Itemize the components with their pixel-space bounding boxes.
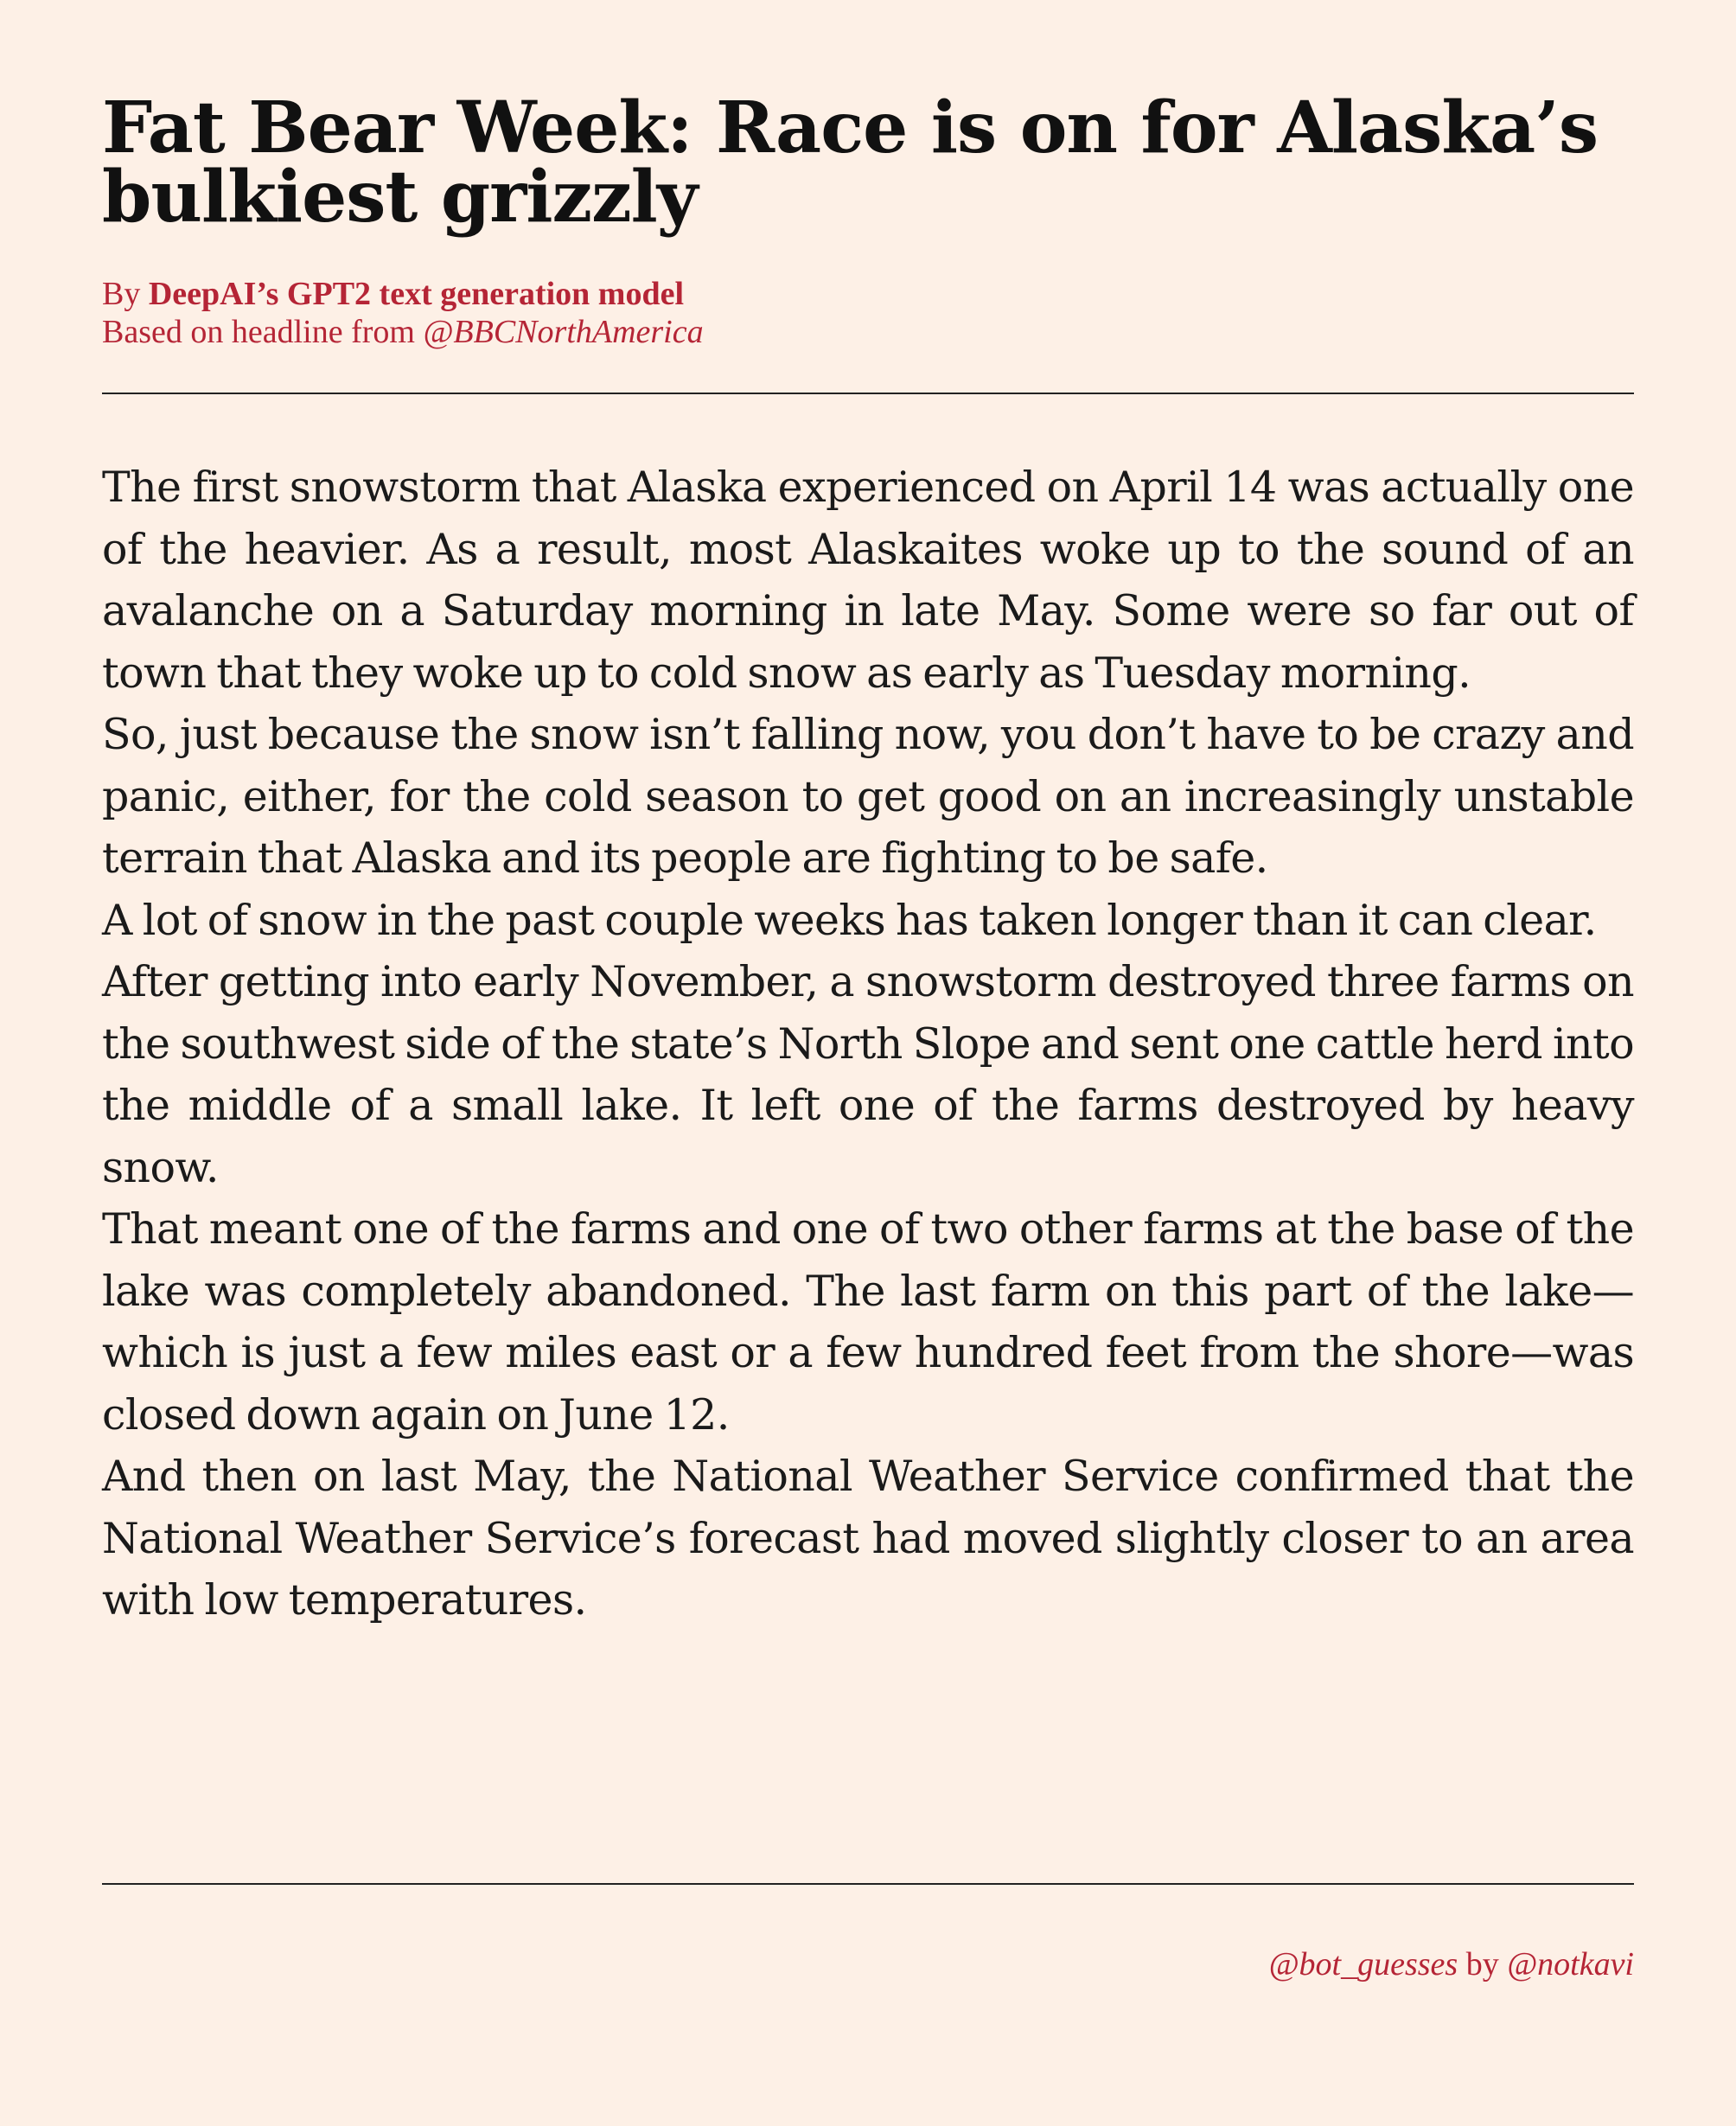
credit-by-word: by <box>1465 1946 1499 1982</box>
top-divider <box>102 393 1634 394</box>
byline-source-handle[interactable]: @BBCNorthAmerica <box>423 314 704 350</box>
paragraph-5: That meant one of the farms and one of t… <box>102 1204 1635 1440</box>
paragraph-6: And then on last May, the National Weath… <box>102 1452 1635 1625</box>
paragraph-3: A lot of snow in the past couple weeks h… <box>102 895 1597 945</box>
bottom-divider <box>102 1883 1634 1885</box>
byline-author-line: By DeepAI’s GPT2 text generation model <box>102 275 1634 313</box>
footer-credit: @bot_guesses by @notkavi <box>1269 1945 1634 1983</box>
article-body: The first snowstorm that Alaska experien… <box>102 456 1635 1631</box>
paragraph-2: So, just because the snow isn’t falling … <box>102 710 1635 883</box>
byline-source-prefix: Based on headline from <box>102 314 415 350</box>
bot-handle-link[interactable]: @bot_guesses <box>1268 1946 1458 1982</box>
paragraph-4: After getting into early November, a sno… <box>102 957 1635 1192</box>
paragraph-1: The first snowstorm that Alaska experien… <box>102 463 1635 698</box>
headline: Fat Bear Week: Race is on for Alaska’s b… <box>102 86 1599 239</box>
byline-author: DeepAI’s GPT2 text generation model <box>148 276 685 312</box>
creator-handle-link[interactable]: @notkavi <box>1507 1946 1634 1982</box>
byline-source-line: Based on headline from @BBCNorthAmerica <box>102 313 1634 351</box>
byline-prefix: By <box>102 276 141 312</box>
byline: By DeepAI’s GPT2 text generation model B… <box>102 275 1634 351</box>
